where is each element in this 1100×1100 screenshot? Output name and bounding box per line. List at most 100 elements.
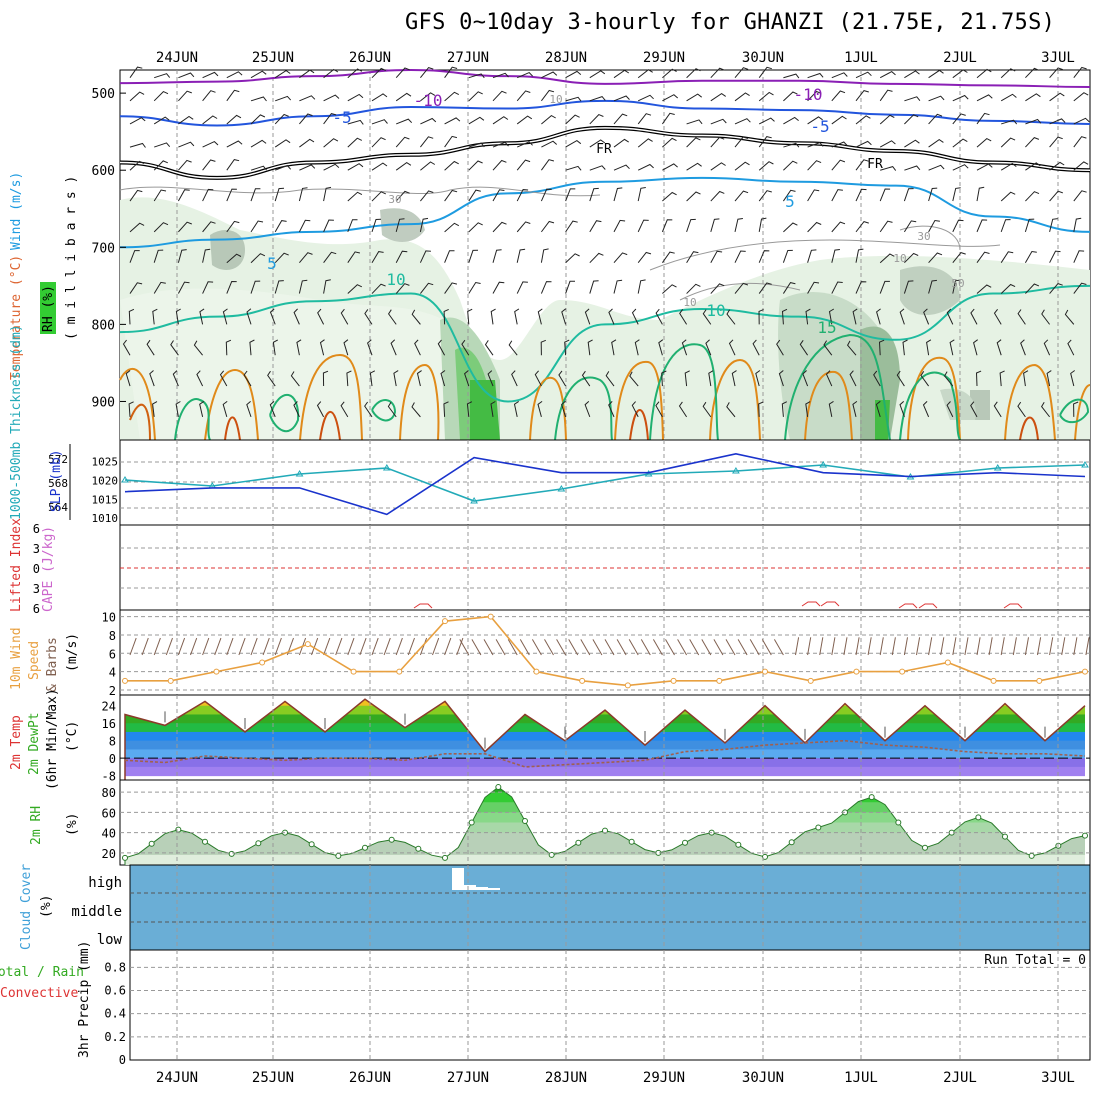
wind-barb — [589, 220, 602, 233]
wind-barb — [393, 370, 399, 387]
rh-panel: 80 60 40 20 2m RH (%) — [29, 779, 1091, 866]
contour-label: 5 — [267, 254, 277, 273]
wind-barb — [226, 114, 242, 125]
temp-band — [125, 766, 1085, 777]
cloud-plot: high middle low — [71, 865, 1090, 950]
wind-speed-line-point — [990, 677, 997, 684]
wind-barb — [269, 308, 276, 325]
wind-barb — [1073, 92, 1089, 102]
wind-barb — [129, 189, 143, 202]
wind-barb — [371, 137, 386, 148]
slp-tick: 1020 — [92, 474, 119, 487]
wind-barb — [1000, 137, 1016, 148]
contour-label: -5 — [332, 108, 351, 127]
wind-barb — [464, 370, 470, 387]
wind-barb — [828, 400, 834, 417]
contour-label: -10 — [414, 91, 443, 110]
wind-barb — [347, 119, 364, 125]
wind-barb — [565, 139, 582, 148]
cloud-panel: high middle low Cloud Cover (%) — [19, 864, 1091, 951]
wind-barb — [855, 90, 869, 102]
wind-barb — [758, 282, 772, 294]
rh-point — [895, 819, 902, 826]
surface-barb — [226, 637, 234, 656]
wind-barb — [637, 113, 652, 125]
wind-barb — [511, 370, 518, 387]
wind-barb — [193, 340, 203, 356]
wind-barb — [199, 308, 205, 325]
wind-barb — [540, 159, 555, 171]
wind-barb — [584, 308, 591, 325]
bottom-date-label: 24JUN — [156, 1070, 198, 1086]
temp-label-b: 2m DewPt — [27, 712, 42, 775]
wind-barb — [323, 68, 339, 79]
bottom-date-label: 1JUL — [844, 1070, 878, 1086]
li-blip — [1003, 603, 1023, 609]
wind-barb — [896, 370, 905, 387]
wind-barb — [565, 220, 578, 233]
wind-barb — [1024, 218, 1035, 233]
surface-barb — [1085, 637, 1090, 656]
wind-barb — [734, 118, 751, 125]
wind-barb — [879, 89, 893, 102]
wind-barb — [250, 220, 264, 233]
wind-barb — [855, 248, 864, 263]
wind-barb — [323, 279, 331, 294]
wind-barb — [202, 115, 218, 125]
wind-barb — [468, 116, 485, 125]
wind-barb — [537, 400, 543, 418]
wind-barb — [589, 187, 599, 202]
wind-barb — [879, 114, 895, 125]
contour-label: FR — [867, 157, 883, 172]
temp-band — [125, 740, 1085, 750]
surface-barb — [531, 639, 542, 656]
wind-barb — [395, 283, 410, 294]
wind-barb — [178, 115, 194, 125]
wind-speed-line — [125, 615, 1086, 687]
wind-barb — [298, 219, 311, 233]
surface-barb — [737, 639, 748, 656]
wind-barb — [152, 308, 158, 325]
top-date-label: 25JUN — [252, 50, 294, 66]
wind-barb — [202, 281, 214, 294]
isotherm--5 — [119, 99, 1091, 127]
contour-label: 10 — [683, 296, 696, 309]
wind-barb — [637, 94, 654, 102]
lifted-index-label: Lifted Index — [9, 518, 24, 612]
wind-barb — [831, 115, 847, 125]
wind-barb — [492, 116, 509, 125]
rh-label-b: (%) — [65, 813, 80, 836]
rh-point — [762, 853, 768, 860]
wind-barb — [347, 68, 363, 79]
rh-point — [308, 841, 315, 848]
pressure-tick: 500 — [92, 87, 115, 102]
wind-barb — [928, 95, 945, 102]
wind-barb — [904, 70, 920, 79]
wind-barb — [468, 189, 481, 202]
wind-barb — [879, 70, 896, 79]
surface-barb — [628, 639, 639, 656]
wind-barb — [783, 142, 800, 148]
wind-barb — [589, 139, 606, 148]
wind-barb — [902, 339, 908, 356]
wind-barb — [1049, 190, 1063, 202]
contour-label: 10 — [893, 252, 906, 265]
thickness-tick: 572 — [48, 453, 68, 466]
wind-barb — [952, 113, 966, 125]
precip-label-a: Total / Rain — [0, 965, 84, 980]
wind-barb — [605, 371, 615, 387]
wind-barb — [928, 164, 945, 171]
wind-barb — [710, 162, 726, 171]
slp-label: SLP (mb) — [49, 449, 64, 512]
precip-label-c: 3hr Precip (mm) — [77, 941, 92, 1058]
wind-barb — [1073, 250, 1085, 263]
wind-barb — [904, 114, 919, 125]
wind-barb — [655, 308, 663, 325]
wind-barb — [440, 370, 446, 387]
wind-barb — [904, 96, 921, 102]
freezing-line-inner — [119, 127, 1091, 179]
wind-barb — [347, 163, 364, 171]
cloud-gap-2 — [464, 885, 476, 890]
cloud-gap-1 — [452, 868, 464, 890]
thickness-line-point — [470, 497, 478, 504]
